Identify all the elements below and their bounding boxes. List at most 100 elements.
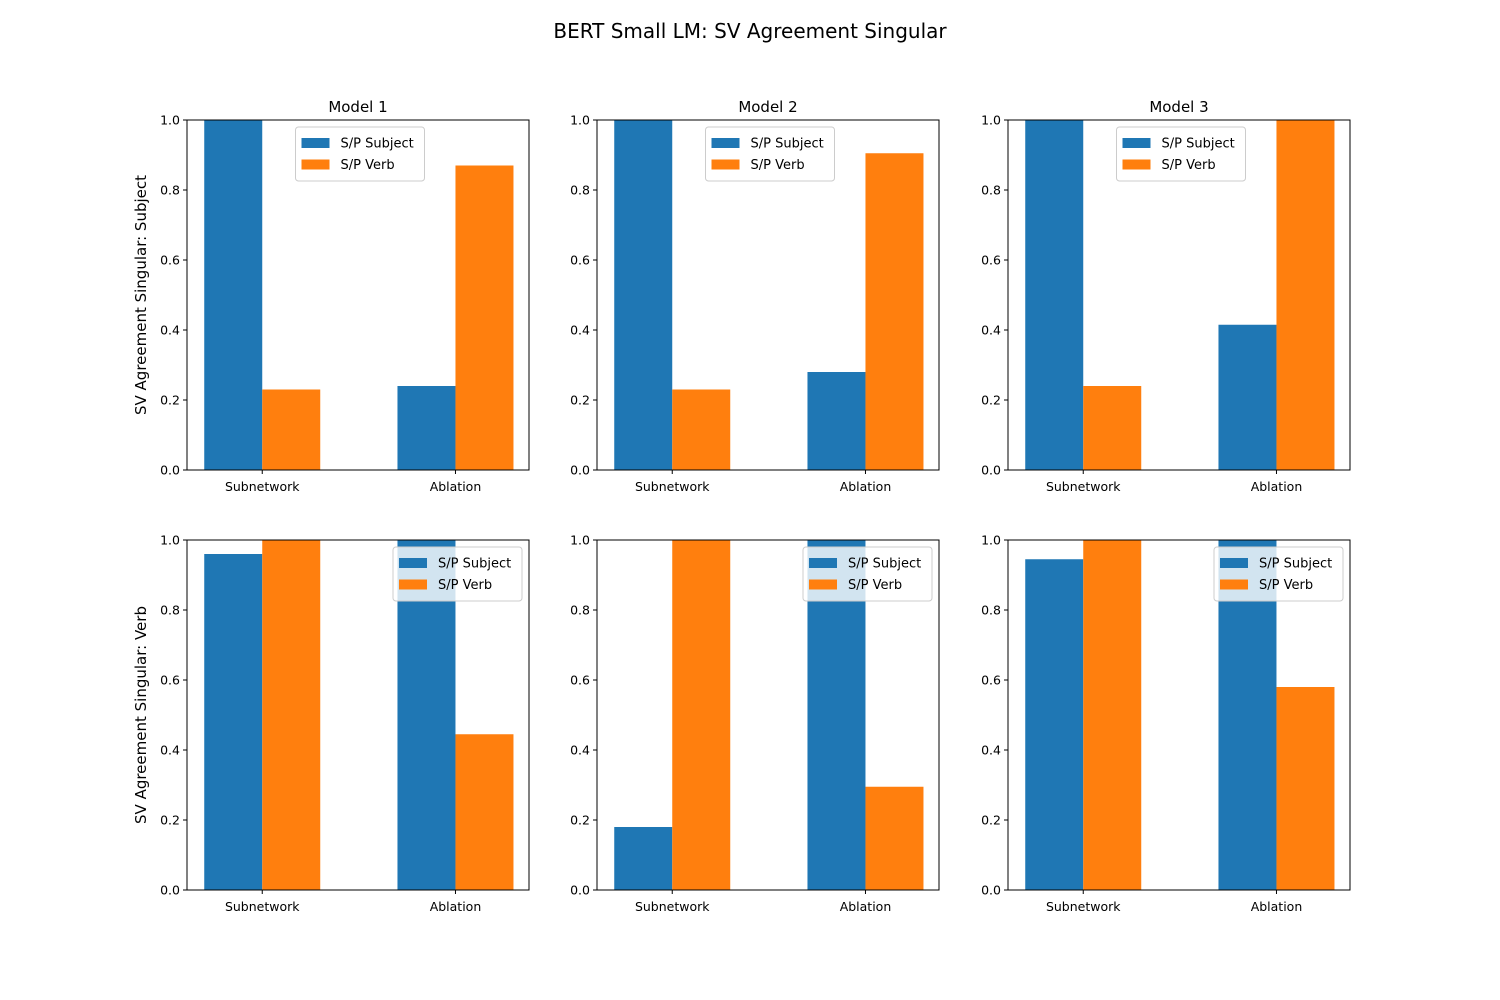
y-tick-label: 0.6 (570, 253, 590, 268)
x-tick-label: Ablation (430, 479, 482, 494)
legend-swatch (711, 138, 740, 148)
bar-s-p-verb-subnetwork (1083, 386, 1142, 470)
bars (204, 120, 514, 470)
subplot-4: 0.0 0.2 0.4 0.6 0.8 1.0 Subnetwork Ablation SV A… (132, 533, 530, 914)
y-tick-label: 1.0 (160, 113, 180, 128)
legend-label: S/P Verb (751, 158, 805, 173)
legend-swatch (1220, 579, 1248, 590)
bar-s-p-subject-ablation (397, 386, 456, 470)
axes-frame (596, 539, 940, 891)
y-tick-label: 0.4 (570, 323, 590, 338)
y-tick-label: 0.2 (570, 813, 590, 828)
y-tick-label: 0.0 (570, 883, 590, 898)
x-tick-label: Ablation (1251, 479, 1303, 494)
legend-swatch (809, 579, 837, 590)
y-tick-label: 0.4 (981, 743, 1001, 758)
y-tick-label: 1.0 (160, 533, 180, 548)
bar-s-p-verb-ablation (455, 165, 514, 470)
y-tick-label: 0.0 (981, 463, 1001, 478)
bar-s-p-verb-ablation (865, 153, 924, 470)
x-tick-label: Subnetwork (225, 899, 300, 914)
legend-swatch (399, 579, 427, 590)
legend-swatch (1122, 138, 1151, 148)
legend: S/P Subject S/P Verb (705, 126, 835, 182)
y-tick-label: 1.0 (570, 533, 590, 548)
legend-swatch (399, 558, 427, 568)
bar-s-p-subject-subnetwork (614, 120, 673, 470)
bar-s-p-verb-subnetwork (1083, 540, 1142, 890)
bar-s-p-verb-subnetwork (262, 540, 321, 890)
y-tick-label: 0.4 (160, 743, 180, 758)
legend-label: S/P Subject (1259, 557, 1332, 572)
legend-label: S/P Verb (1162, 158, 1216, 173)
legend: S/P Subject S/P Verb (392, 546, 523, 602)
bar-s-p-verb-ablation (865, 786, 924, 890)
legend-label: S/P Verb (848, 578, 902, 593)
bar-s-p-subject-ablation (807, 372, 866, 470)
bar-s-p-subject-subnetwork (204, 554, 263, 890)
legend-label: S/P Subject (438, 557, 511, 572)
y-tick-label: 1.0 (570, 113, 590, 128)
y-axis-label: SV Agreement Singular: Subject (132, 175, 150, 415)
y-tick-label: 0.8 (160, 183, 180, 198)
legend-swatch (301, 138, 330, 148)
y-tick-label: 0.8 (570, 603, 590, 618)
subplot-2: 0.0 0.2 0.4 0.6 0.8 1.0 Subnetwork Ablation Mode… (570, 98, 940, 494)
y-tick-label: 0.0 (160, 883, 180, 898)
legend-label: S/P Subject (848, 557, 921, 572)
legend: S/P Subject S/P Verb (802, 546, 933, 602)
legend: S/P Subject S/P Verb (1213, 546, 1344, 602)
x-tick-label: Ablation (1251, 899, 1303, 914)
legend-swatch (1122, 159, 1151, 170)
axes-frame (186, 119, 530, 471)
subplot-3: 0.0 0.2 0.4 0.6 0.8 1.0 Subnetwork Ablation Mode… (981, 98, 1351, 494)
legend: S/P Subject S/P Verb (295, 126, 425, 182)
x-tick-label: Subnetwork (635, 479, 710, 494)
subplot-title: Model 2 (738, 98, 797, 116)
axes-frame (186, 539, 530, 891)
legend-swatch (809, 558, 837, 568)
bars (1025, 120, 1335, 470)
subplot-5: 0.0 0.2 0.4 0.6 0.8 1.0 Subnetwork Ablation S/P … (570, 533, 940, 914)
bar-s-p-verb-ablation (455, 734, 514, 890)
y-tick-label: 0.6 (570, 673, 590, 688)
y-tick-label: 0.8 (570, 183, 590, 198)
y-tick-label: 0.6 (981, 253, 1001, 268)
y-tick-label: 0.8 (160, 603, 180, 618)
x-tick-label: Ablation (840, 899, 892, 914)
y-tick-label: 0.0 (160, 463, 180, 478)
legend-label: S/P Verb (341, 158, 395, 173)
legend-label: S/P Subject (1162, 137, 1235, 152)
x-tick-label: Subnetwork (1046, 899, 1121, 914)
legend-swatch (1220, 558, 1248, 568)
legend: S/P Subject S/P Verb (1116, 126, 1246, 182)
bar-s-p-verb-subnetwork (672, 540, 731, 890)
subplot-grid: 0.0 0.2 0.4 0.6 0.8 1.0 Subnetwork Ablation Mode… (132, 98, 1351, 914)
y-tick-label: 0.6 (981, 673, 1001, 688)
bar-s-p-verb-ablation (1276, 687, 1335, 890)
bar-s-p-verb-subnetwork (672, 389, 731, 470)
subplot-title: Model 1 (328, 98, 387, 116)
y-axis-label: SV Agreement Singular: Verb (132, 606, 150, 824)
subplot-title: Model 3 (1149, 98, 1208, 116)
y-tick-label: 0.4 (981, 323, 1001, 338)
axes-frame (596, 119, 940, 471)
bar-s-p-subject-ablation (1218, 324, 1277, 470)
legend-swatch (711, 159, 740, 170)
x-tick-label: Ablation (840, 479, 892, 494)
y-tick-label: 0.2 (160, 393, 180, 408)
y-tick-label: 0.2 (570, 393, 590, 408)
legend-label: S/P Verb (438, 578, 492, 593)
axes-frame (1007, 539, 1351, 891)
bar-s-p-subject-subnetwork (1025, 559, 1084, 890)
y-tick-label: 0.4 (570, 743, 590, 758)
y-tick-label: 0.0 (570, 463, 590, 478)
y-tick-label: 0.0 (981, 883, 1001, 898)
y-tick-label: 0.4 (160, 323, 180, 338)
legend-swatch (301, 159, 330, 170)
y-tick-label: 0.6 (160, 673, 180, 688)
axes-frame (1007, 119, 1351, 471)
x-tick-label: Ablation (430, 899, 482, 914)
x-tick-label: Subnetwork (635, 899, 710, 914)
bar-s-p-verb-ablation (1276, 120, 1335, 470)
